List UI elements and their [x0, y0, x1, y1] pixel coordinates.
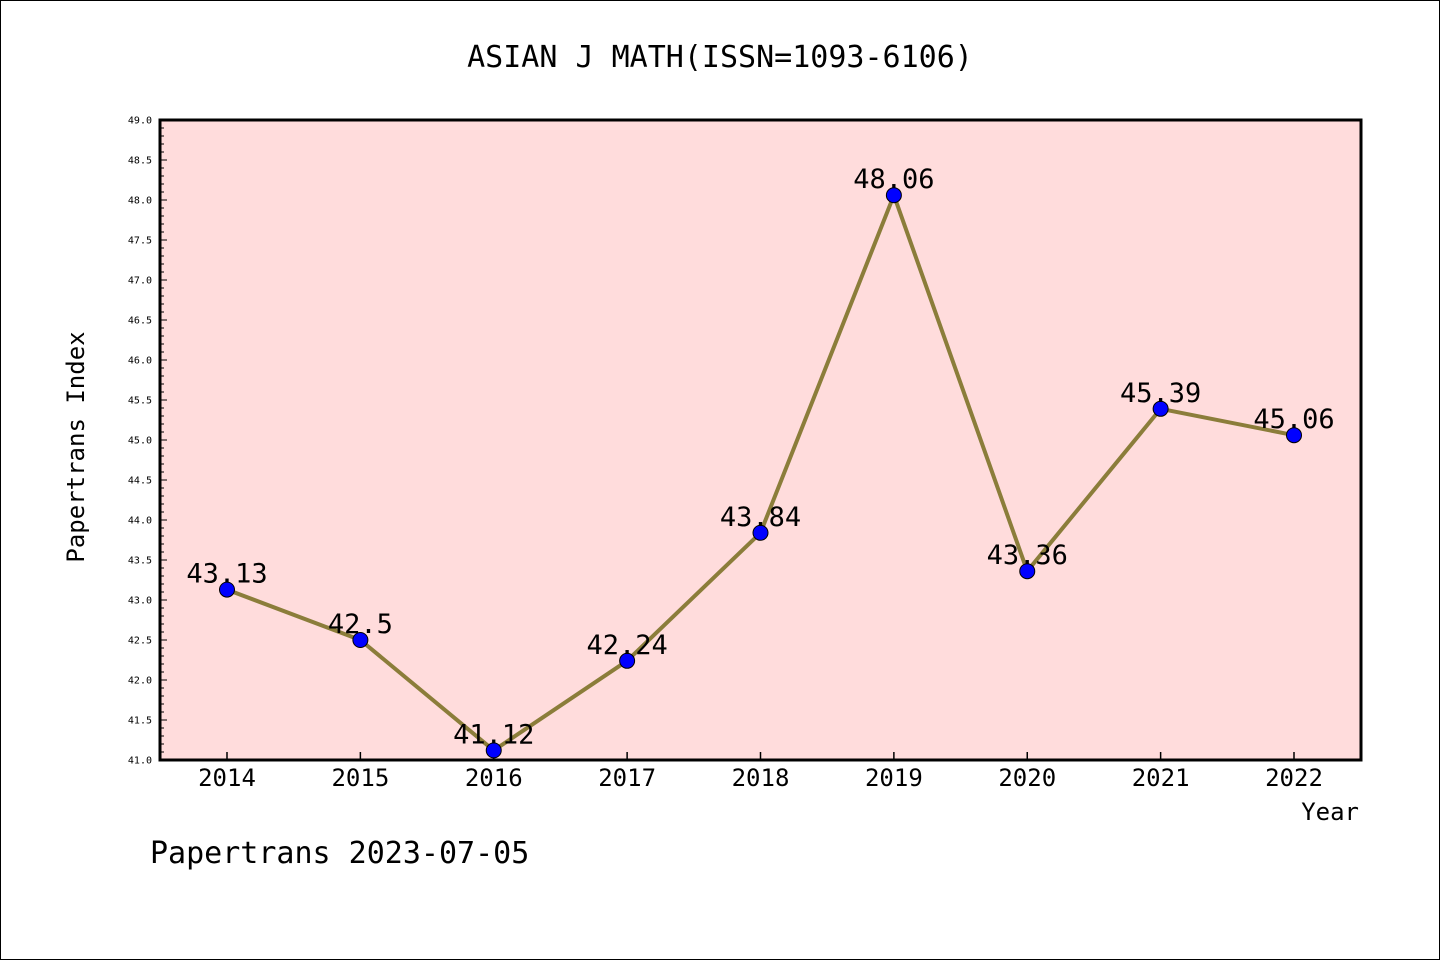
data-point [885, 187, 902, 204]
y-tick-label: 45.5 [128, 396, 152, 407]
y-tick-label: 49.0 [128, 116, 152, 127]
data-label: 42.24 [586, 630, 667, 661]
y-tick-label: 42.0 [128, 676, 152, 687]
x-tick-label: 2018 [732, 764, 790, 792]
data-point [619, 652, 636, 669]
x-tick-label: 2014 [198, 764, 256, 792]
data-labels: 43.13 42.5 41.12 42.24 43.84 48.06 43.36 45.39 4… [186, 164, 1334, 750]
y-tick-label: 47.0 [128, 276, 152, 287]
data-label: 43.36 [987, 540, 1068, 571]
x-tick-label: 2017 [598, 764, 656, 792]
x-tick-label: 2019 [865, 764, 923, 792]
chart-title: ASIAN J MATH(ISSN=1093-6106) [467, 40, 973, 75]
data-label: 41.12 [453, 719, 534, 750]
series-group [219, 187, 1302, 759]
x-axis-label: Year [1301, 798, 1359, 826]
footer-text: Papertrans 2023-07-05 [150, 836, 529, 871]
data-label: 43.13 [186, 559, 267, 590]
data-point [219, 581, 235, 598]
x-tick-label: 2020 [998, 764, 1056, 792]
x-tick-label: 2015 [331, 764, 389, 792]
y-tick-label: 43.0 [128, 596, 152, 607]
x-tick-label: 2016 [465, 764, 523, 792]
y-tick-label: 48.5 [128, 156, 152, 167]
data-point [352, 632, 369, 648]
x-tick-label: 2021 [1132, 764, 1190, 792]
data-label: 45.06 [1253, 404, 1334, 435]
y-tick-label: 44.0 [128, 516, 152, 527]
x-tick-label: 2022 [1265, 764, 1323, 792]
y-tick-label: 47.5 [128, 236, 152, 247]
y-tick-label: 45.0 [128, 436, 152, 447]
y-tick-label: 42.5 [128, 636, 152, 647]
y-tick-label: 46.0 [128, 356, 152, 367]
data-point [1286, 427, 1302, 444]
data-label: 43.84 [720, 502, 801, 533]
y-tick-label: 43.5 [128, 556, 152, 567]
data-point [1019, 563, 1036, 580]
data-label: 48.06 [853, 164, 934, 195]
y-tick-label: 41.5 [128, 716, 152, 727]
plot-area [160, 120, 1361, 760]
y-tick-label: 41.0 [128, 756, 152, 767]
data-point [752, 524, 769, 541]
y-tick-label: 44.5 [128, 476, 152, 487]
data-point [1152, 400, 1169, 417]
data-label: 42.5 [328, 609, 393, 640]
y-axis-label: Papertrans Index [62, 331, 90, 562]
data-label: 45.39 [1120, 378, 1201, 409]
plot-border [158, 118, 1363, 762]
data-point [485, 742, 502, 759]
y-tick-label: 46.5 [128, 316, 152, 327]
y-tick-label: 48.0 [128, 196, 152, 207]
